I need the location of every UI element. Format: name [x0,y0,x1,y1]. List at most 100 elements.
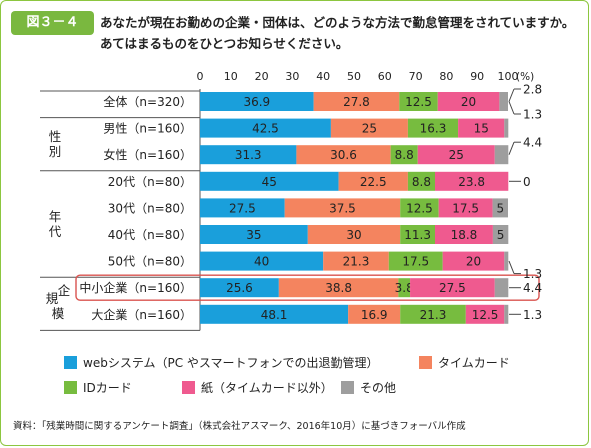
group-label-side: 企 [58,283,71,298]
bar-segment [437,92,500,111]
bar-segment [200,304,349,324]
bar-segment [200,118,331,138]
question-line-2: あてはまるものをひとつお知らせください。 [100,36,349,51]
bar-value-label: 40 [254,255,269,269]
bar-segment [417,145,495,165]
legend-label-paper: 紙（タイムカード以外） [201,381,333,395]
row-label: 中小企業（n=160） [79,280,192,295]
row-label: 大企業（n=160） [91,307,192,322]
group-label-char: 代 [49,224,62,239]
callout-leader [508,88,515,102]
x-tick-label: 60 [378,70,392,83]
row-label: 20代（n=80） [108,175,192,189]
bar-value-label: 22.5 [360,175,387,189]
bar-value-label: 25.6 [226,281,253,295]
callout-value: 4.4 [523,136,542,150]
callout-value: 1.3 [523,308,542,322]
bar-value-label: 36.9 [243,95,270,109]
legend-swatch-web [64,356,77,369]
bar-segment [499,92,508,111]
bar-segment [200,92,314,111]
row-label: 50代（n=80） [108,255,192,269]
legend-item-paper: 紙（タイムカード以外） [182,379,333,396]
group-label-char: 年 [49,209,62,224]
bar-segment [407,171,436,191]
legend-item-other: その他 [341,379,396,396]
legend-label-other: その他 [360,381,397,395]
bar-segment [399,92,438,111]
bar-value-label: 3.8 [395,281,414,295]
bar-value-label: 8.8 [412,175,431,189]
bar-segment [492,225,509,244]
x-tick-label: 70 [409,70,423,83]
bar-value-label: 11.3 [404,228,431,242]
bar-value-label: 17.5 [452,201,479,215]
group-label-top: 規 [46,291,59,306]
bar-segment [307,225,401,244]
bar-segment [458,118,505,138]
bar-segment [504,304,509,324]
bar-segment [200,145,297,165]
bar-value-label: 48.1 [261,308,288,322]
row-label: 40代（n=80） [108,228,192,242]
legend-swatch-paper [182,381,195,394]
bar-value-label: 35 [246,228,261,242]
x-axis-unit: (%) [516,71,534,83]
callout-leader [508,142,515,155]
bar-value-label: 30.6 [330,148,357,162]
figure-label: 図３－４ [11,11,94,35]
bar-value-label: 12.5 [405,95,432,109]
bar-value-label: 23.8 [458,175,485,189]
stacked-bar-chart: 0 10 20 30 40 50 60 70 80 90 100(%)性別年代企規模全体（n=320… [40,70,542,331]
bar-segment [200,251,324,271]
bar-segment [284,198,401,218]
source-note: 資料：「残業時間に関するアンケート調査」（株式会社アスマーク、2016年10月）… [13,421,466,432]
callout-value: 1.3 [523,267,542,281]
callout-value: 2.8 [523,83,542,97]
group-label-char: 別 [49,144,62,159]
legend-label-idcard: IDカード [83,381,132,395]
bar-value-label: 20 [461,95,476,109]
callout-leader [508,101,515,115]
row-label: 男性（n=160） [103,122,192,136]
bar-value-label: 20 [466,255,481,269]
bar-value-label: 12.5 [406,201,433,215]
bar-value-label: 18.8 [451,228,478,242]
bar-segment [465,304,505,324]
bar-segment [200,225,308,244]
highlight-box [75,274,540,301]
bar-segment [442,251,505,271]
bar-value-label: 17.5 [402,255,429,269]
bar-segment [338,171,408,191]
bar-value-label: 27.5 [439,281,466,295]
legend-item-web: webシステム（PC やスマートフォンでの出退勤管理） [64,354,379,371]
bar-segment [400,304,466,324]
bar-value-label: 38.8 [325,281,352,295]
question-line-1: あなたが現在お勤めの企業・団体は、どのような方法で勤怠管理をされていますか。 [100,15,575,30]
bar-segment [313,92,400,111]
bar-value-label: 30 [346,228,361,242]
bar-value-label: 5 [497,228,505,242]
bar-value-label: 31.3 [235,148,262,162]
x-tick-label: 100 [498,70,519,83]
legend-swatch-other [341,381,354,394]
bar-value-label: 5 [496,201,504,215]
bar-segment [330,118,408,138]
bar-segment [323,251,389,271]
bar-value-label: 45 [262,175,277,189]
legend-label-timecard: タイムカード [438,356,510,370]
bar-value-label: 15 [474,122,489,136]
bar-value-label: 16.3 [420,122,447,136]
bar-segment [494,145,509,165]
bar-segment [494,278,509,298]
bar-segment [296,145,391,165]
bar-value-label: 8.8 [395,148,414,162]
bar-value-label: 27.8 [343,95,370,109]
bar-segment [407,118,459,138]
bar-value-label: 37.5 [329,201,356,215]
x-tick-label: 40 [316,70,330,83]
callout-value: 4.4 [523,281,542,295]
group-label-char: 性 [49,129,62,144]
bar-segment [278,278,399,298]
bar-segment [200,171,339,191]
